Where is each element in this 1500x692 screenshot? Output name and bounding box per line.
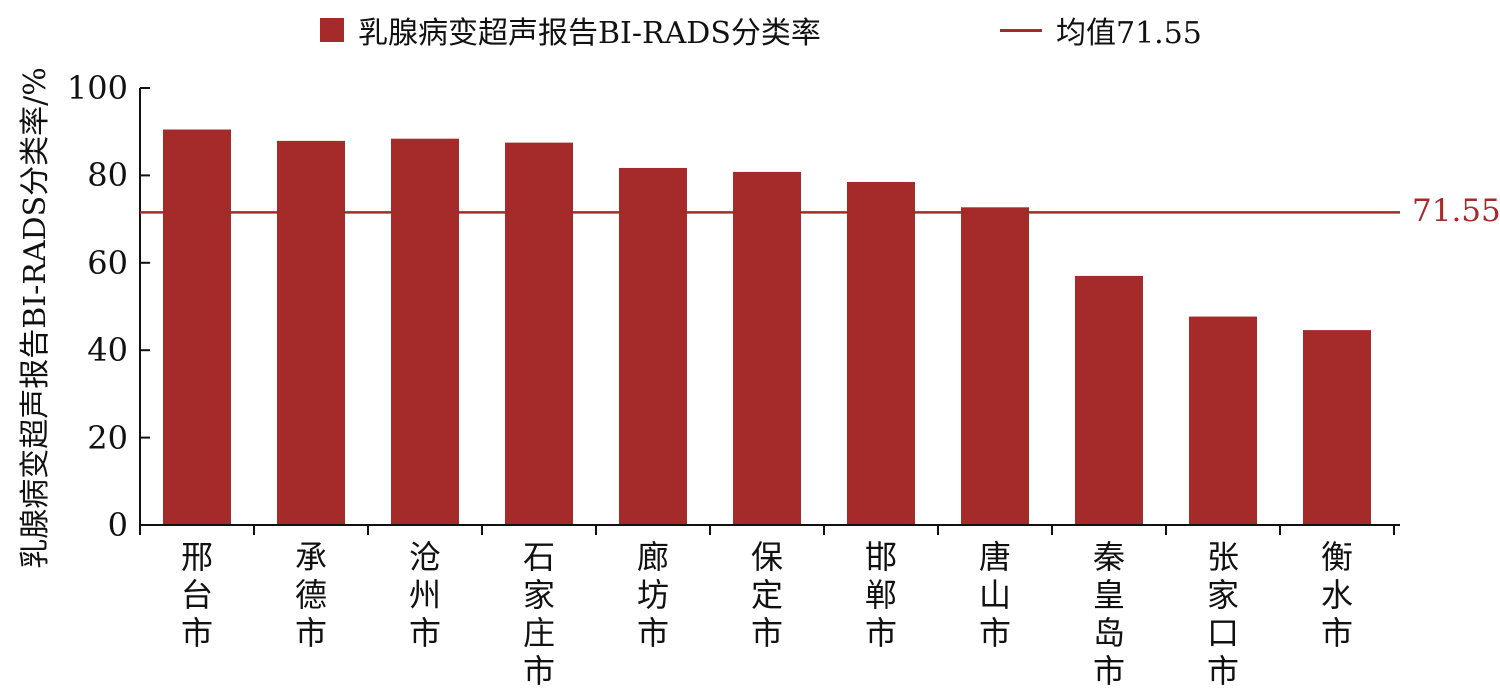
legend-swatch-mean-line (1000, 28, 1042, 32)
y-tick-label-0: 0 (107, 506, 128, 544)
y-tick-label-40: 40 (87, 331, 128, 370)
x-category-label-5: 廊坊市 (636, 538, 669, 652)
x-category-label-8: 唐山市 (978, 538, 1011, 652)
x-category-label-6: 保定市 (750, 538, 783, 652)
legend-item-bar: 乳腺病变超声报告BI-RADS分类率 (320, 8, 821, 52)
bar-8 (961, 207, 1029, 525)
legend-label-mean-line: 均值71.55 (1056, 16, 1202, 51)
x-category-label-7: 邯郸市 (864, 538, 897, 652)
bar-3 (391, 138, 459, 525)
bar-11 (1303, 330, 1371, 525)
x-category-label-2: 承德市 (294, 538, 327, 652)
x-category-label-11: 衡水市 (1320, 538, 1353, 652)
y-tick-label-80: 80 (87, 156, 128, 195)
bar-2 (277, 140, 345, 525)
mean-value-label: 71.55 (1412, 193, 1500, 230)
x-category-label-10: 张家口市 (1206, 538, 1239, 690)
bar-9 (1075, 275, 1143, 525)
x-category-label-3: 沧州市 (408, 538, 441, 652)
bar-1 (163, 129, 231, 525)
legend-item-mean-line: 均值71.55 (1000, 8, 1202, 52)
y-tick-label-100: 100 (66, 69, 128, 107)
y-tick-label-60: 60 (87, 243, 128, 282)
legend-swatch-bar (320, 18, 344, 42)
bar-7 (847, 181, 915, 525)
bar-6 (733, 171, 801, 526)
legend-label-bar: 乳腺病变超声报告BI-RADS分类率 (358, 16, 821, 51)
bar-4 (505, 142, 573, 525)
x-category-label-1: 邢台市 (180, 538, 213, 652)
x-category-label-4: 石家庄市 (522, 538, 555, 690)
x-category-label-9: 秦皇岛市 (1092, 538, 1125, 690)
bar-10 (1189, 316, 1257, 525)
bar-5 (619, 167, 687, 525)
y-tick-label-20: 20 (87, 418, 128, 457)
